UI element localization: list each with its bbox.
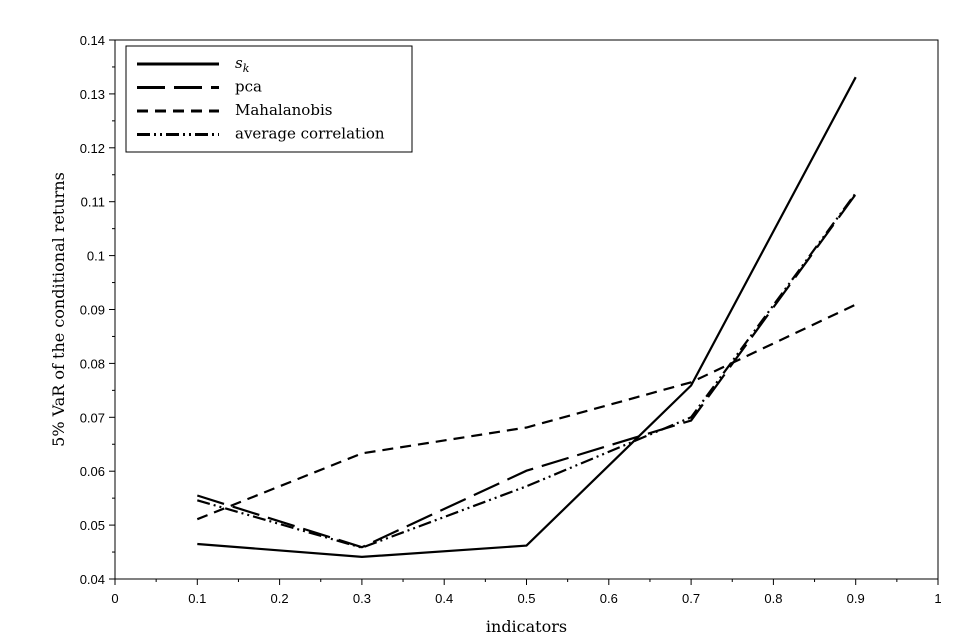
- legend-label-subscript: k: [243, 62, 250, 75]
- series-line-mahalanobis: [196, 303, 857, 521]
- series-line-average-correlation: [196, 192, 857, 549]
- legend-label: Mahalanobis: [235, 101, 332, 119]
- y-tick-label: 0.07: [80, 410, 105, 425]
- legend: sk pca Mahalanobis average correlation: [125, 45, 413, 153]
- x-tick-label: 0.5: [517, 591, 535, 606]
- x-axis-label: indicators: [486, 617, 567, 636]
- y-axis-label: 5% VaR of the conditional returns: [49, 172, 68, 447]
- y-tick-label: 0.06: [80, 464, 105, 479]
- y-tick-label: 0.08: [80, 356, 105, 371]
- x-tick-label: 0.1: [188, 591, 206, 606]
- y-tick-label: 0.09: [80, 303, 105, 318]
- series-lines-group: [196, 76, 857, 559]
- y-tick-label: 0.14: [80, 33, 105, 48]
- series-line-s-k: [197, 76, 857, 559]
- y-tick-label: 0.04: [80, 572, 105, 587]
- x-tick-label: 0.6: [600, 591, 618, 606]
- x-tick-label: 0.4: [435, 591, 453, 606]
- y-tick-label: 0.13: [80, 87, 105, 102]
- x-tick-label: 0.9: [847, 591, 865, 606]
- x-tick-label: 0: [111, 591, 118, 606]
- series-line-pca: [196, 193, 857, 549]
- x-tick-label: 0.8: [764, 591, 782, 606]
- x-tick-label: 0.7: [682, 591, 700, 606]
- y-tick-label: 0.1: [87, 249, 105, 264]
- legend-label: pca: [235, 78, 262, 96]
- ticks-group: 0 0.1 0.2 0.3 0.4 0.5 0.6 0.7 0.8 0.9 1 0.04 0.05 0.0…: [80, 33, 942, 606]
- legend-label-main: s: [235, 54, 243, 72]
- x-tick-label: 0.3: [353, 591, 371, 606]
- x-tick-label: 0.2: [271, 591, 289, 606]
- legend-label: sk: [235, 54, 250, 75]
- y-tick-label: 0.11: [81, 195, 105, 210]
- legend-label: average correlation: [235, 125, 385, 143]
- y-tick-label: 0.12: [80, 141, 105, 156]
- x-tick-label: 1: [934, 591, 941, 606]
- y-tick-label: 0.05: [80, 518, 105, 533]
